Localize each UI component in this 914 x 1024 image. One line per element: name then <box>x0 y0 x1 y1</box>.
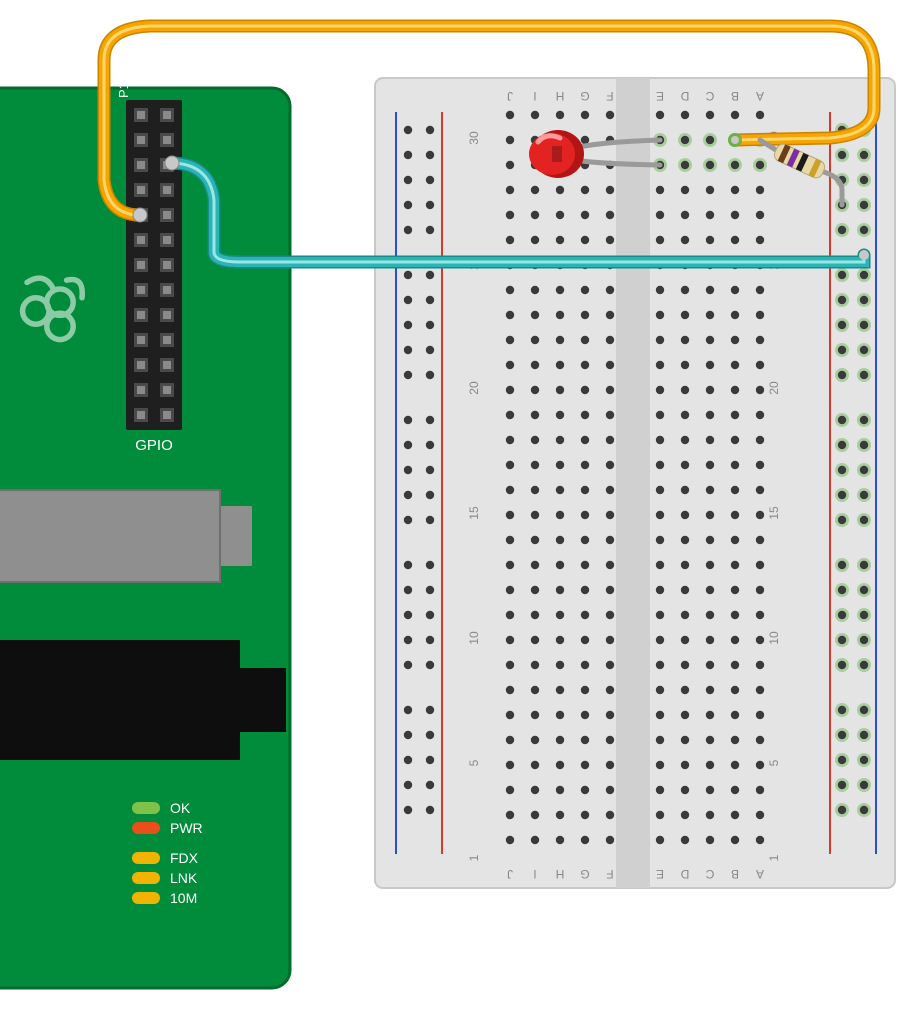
svg-text:C: C <box>705 89 714 103</box>
svg-text:D: D <box>680 89 689 103</box>
svg-text:E: E <box>656 867 664 881</box>
svg-text:J: J <box>507 867 513 881</box>
wiring-diagram: F G H I J E D C B A F G H I J E D C B A … <box>0 0 914 1024</box>
svg-text:D: D <box>680 867 689 881</box>
svg-text:10: 10 <box>467 631 481 645</box>
svg-text:OK: OK <box>170 800 191 816</box>
svg-text:20: 20 <box>767 381 781 395</box>
svg-text:I: I <box>533 89 536 103</box>
svg-text:B: B <box>731 867 739 881</box>
svg-text:30: 30 <box>467 131 481 145</box>
svg-text:PWR: PWR <box>170 820 203 836</box>
svg-text:1: 1 <box>767 854 781 861</box>
svg-text:10M: 10M <box>170 890 197 906</box>
svg-text:H: H <box>556 867 565 881</box>
svg-text:15: 15 <box>467 506 481 520</box>
svg-text:J: J <box>507 89 513 103</box>
svg-text:G: G <box>580 89 589 103</box>
gpio-label: GPIO <box>135 437 173 454</box>
svg-text:5: 5 <box>467 759 481 766</box>
svg-text:15: 15 <box>767 506 781 520</box>
svg-text:A: A <box>756 89 764 103</box>
svg-text:LNK: LNK <box>170 870 198 886</box>
svg-text:F: F <box>606 89 613 103</box>
svg-text:I: I <box>533 867 536 881</box>
svg-text:10: 10 <box>767 631 781 645</box>
svg-text:E: E <box>656 89 664 103</box>
svg-text:A: A <box>756 867 764 881</box>
svg-text:5: 5 <box>767 759 781 766</box>
svg-text:F: F <box>606 867 613 881</box>
svg-text:B: B <box>731 89 739 103</box>
svg-text:H: H <box>556 89 565 103</box>
svg-text:20: 20 <box>467 381 481 395</box>
breadboard: F G H I J E D C B A F G H I J E D C B A … <box>375 78 895 888</box>
p1-label: P1 <box>116 82 131 98</box>
svg-text:FDX: FDX <box>170 850 199 866</box>
svg-text:C: C <box>705 867 714 881</box>
metal-connector <box>0 490 252 582</box>
svg-text:G: G <box>580 867 589 881</box>
svg-text:1: 1 <box>467 854 481 861</box>
